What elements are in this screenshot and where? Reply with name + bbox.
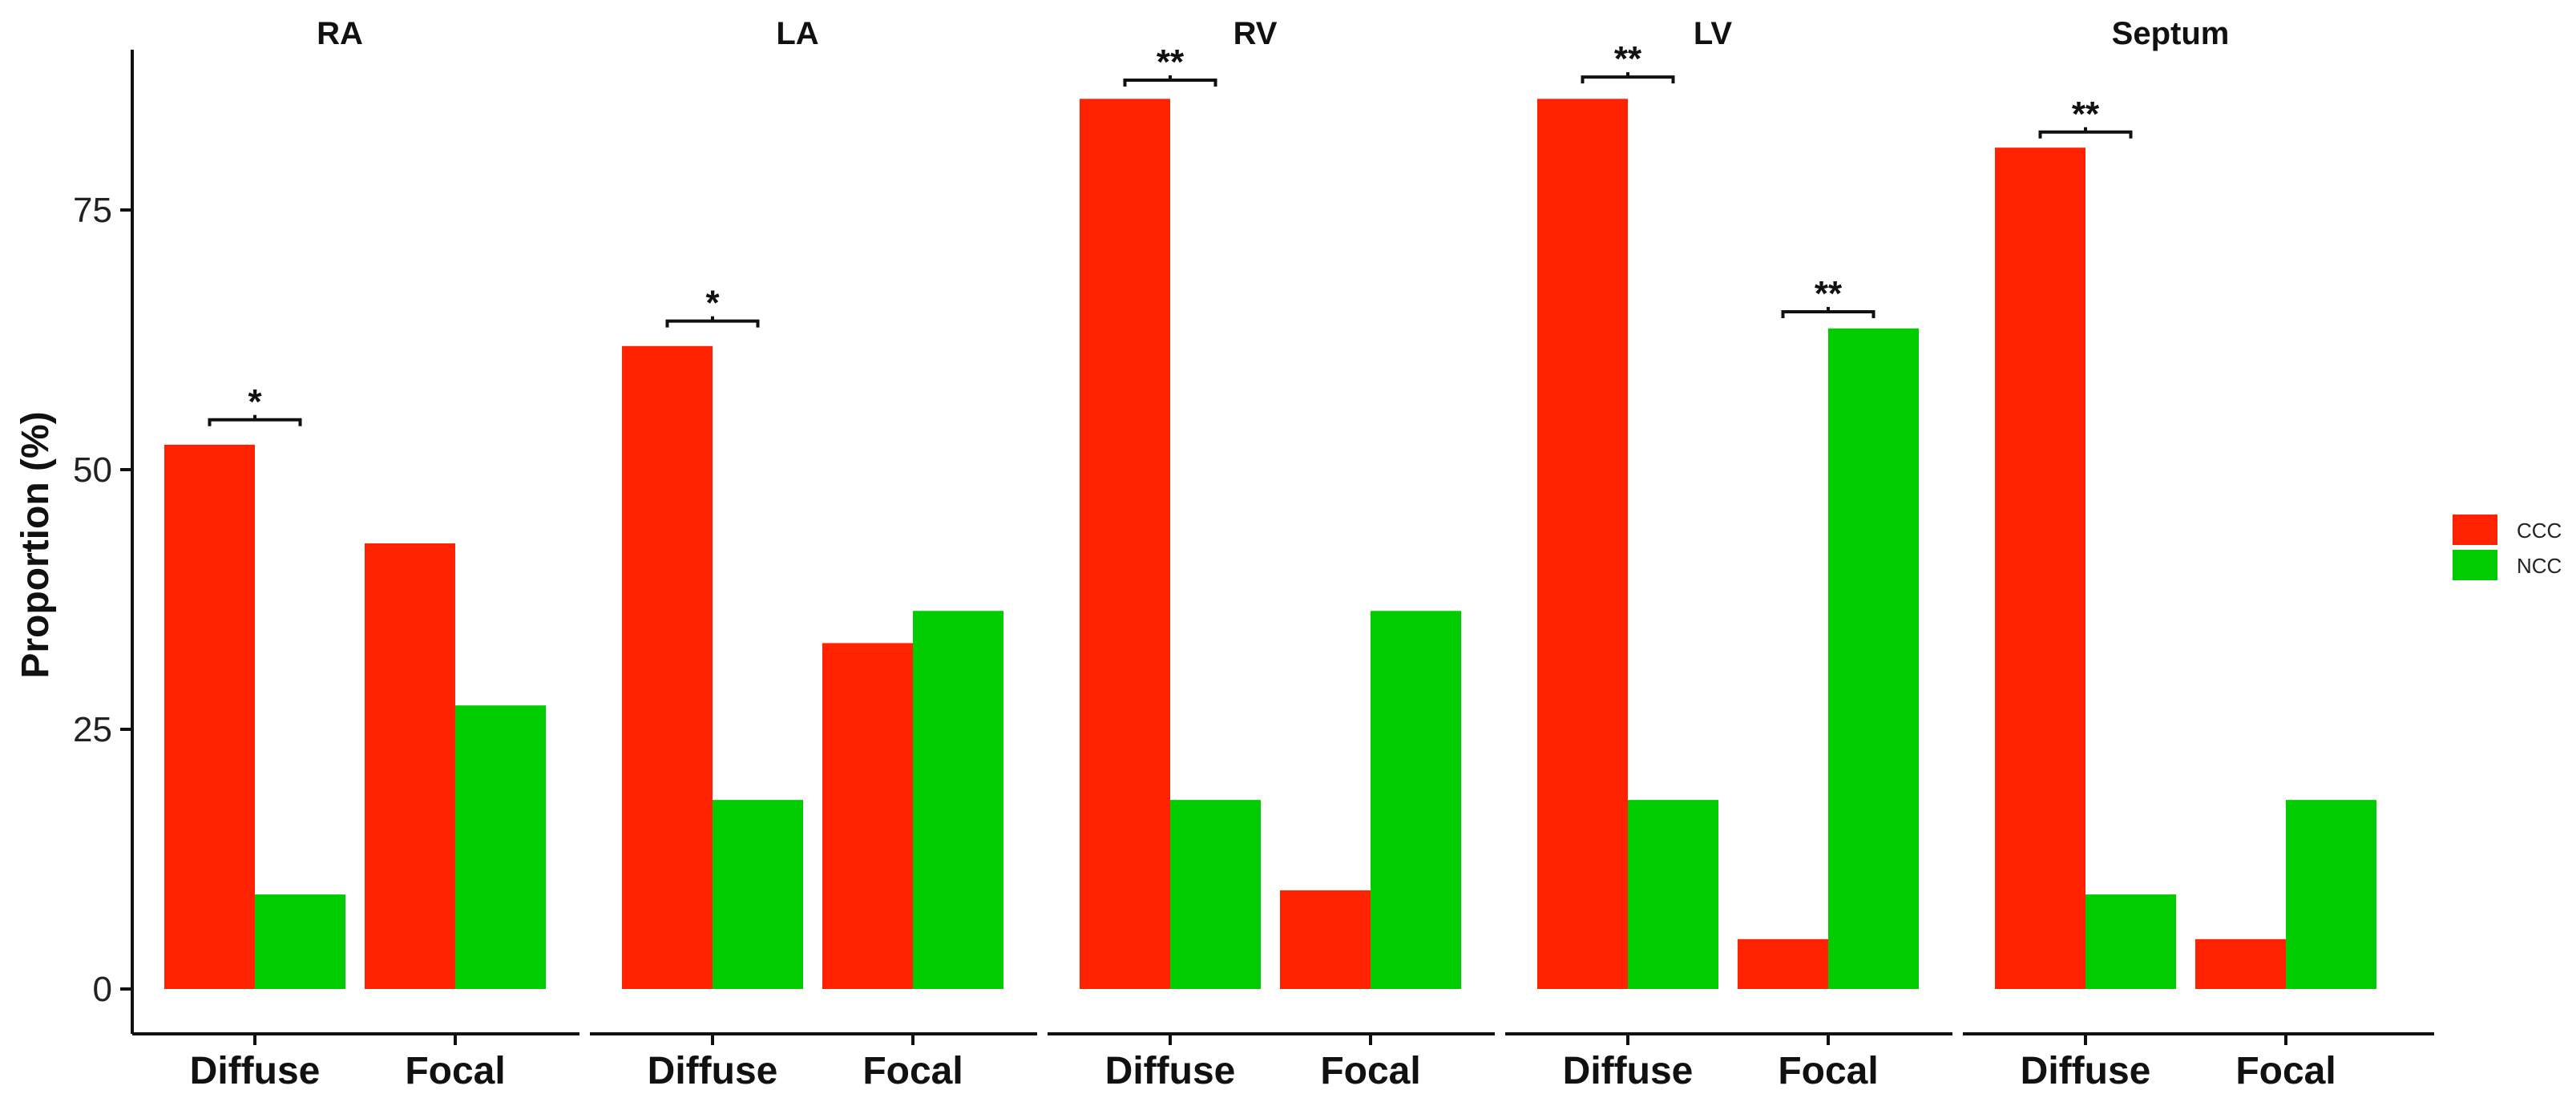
bar-la-diffuse-ncc [713, 800, 803, 989]
bar-septum-diffuse-ccc [1995, 147, 2085, 990]
bar-lv-diffuse-ccc [1537, 99, 1628, 989]
bar-lv-diffuse-ncc [1628, 800, 1718, 989]
x-tick-label: Focal [405, 1050, 505, 1092]
legend-swatch-ccc [2453, 515, 2497, 545]
significance-bracket [208, 414, 302, 426]
x-tick-label: Diffuse [648, 1050, 778, 1092]
y-tick-label: 0 [93, 970, 112, 1009]
panel-title: LV [1694, 16, 1732, 51]
significance-label: ** [2072, 95, 2100, 134]
bar-ra-focal-ccc [365, 543, 455, 989]
significance-bracket [665, 316, 760, 328]
x-tick-label: Diffuse [1563, 1050, 1694, 1092]
bar-lv-focal-ncc [1828, 328, 1919, 989]
x-tick-label: Focal [1320, 1050, 1420, 1092]
x-tick-label: Diffuse [1105, 1050, 1236, 1092]
bar-rv-diffuse-ncc [1170, 800, 1261, 989]
significance-bracket [2038, 127, 2133, 139]
panel-la: LA Diffuse Focal * [590, 16, 1037, 1092]
bar-rv-focal-ncc [1371, 611, 1461, 989]
x-tick-label: Focal [862, 1050, 963, 1092]
y-axis: 0 25 50 75 [73, 50, 134, 1034]
legend: CCC NCC [2453, 515, 2562, 580]
legend-label-ncc: NCC [2517, 554, 2562, 578]
significance-bracket [1781, 307, 1875, 319]
bar-lv-focal-ccc [1738, 938, 1828, 989]
panel-title: Septum [2112, 16, 2230, 51]
x-tick-label: Focal [1778, 1050, 1878, 1092]
bar-septum-focal-ncc [2286, 800, 2376, 989]
bar-la-focal-ncc [913, 611, 1003, 989]
panel-title: LA [776, 16, 818, 51]
y-tick-label: 75 [73, 191, 112, 230]
significance-label: * [248, 382, 262, 422]
panel-title: RV [1233, 16, 1278, 51]
x-tick-label: Diffuse [2021, 1050, 2151, 1092]
bar-la-focal-ccc [822, 643, 913, 989]
panel-ra: RA Diffuse Focal * [132, 16, 579, 1092]
bar-ra-diffuse-ccc [164, 444, 255, 989]
bar-ra-focal-ncc [455, 705, 546, 989]
significance-label: ** [1614, 39, 1642, 79]
significance-bracket [1123, 75, 1217, 87]
panel-rv: RV Diffuse Focal ** [1048, 16, 1495, 1092]
significance-bracket [1581, 72, 1675, 84]
bar-rv-diffuse-ccc [1080, 99, 1170, 989]
chart-panels: RA Diffuse Focal * LA Diffuse Focal * RV Diffuse F… [132, 16, 2434, 1092]
y-tick-label: 25 [73, 710, 112, 749]
y-tick-label: 50 [73, 450, 112, 490]
significance-label: * [705, 284, 720, 323]
significance-label: ** [1815, 274, 1843, 313]
legend-label-ccc: CCC [2517, 519, 2562, 543]
legend-swatch-ncc [2453, 550, 2497, 580]
bar-septum-focal-ccc [2195, 938, 2286, 989]
bar-ra-diffuse-ncc [255, 894, 345, 989]
y-axis-title: Proportion (%) [14, 411, 57, 678]
panel-lv: LV Diffuse Focal ** ** [1505, 16, 1952, 1092]
x-tick-label: Diffuse [190, 1050, 321, 1092]
bar-la-diffuse-ccc [622, 345, 713, 989]
bar-rv-focal-ccc [1280, 890, 1371, 989]
bar-septum-diffuse-ncc [2085, 894, 2176, 989]
significance-label: ** [1157, 42, 1185, 82]
panel-septum: Septum Diffuse Focal ** [1963, 16, 2434, 1092]
panel-title: RA [317, 16, 363, 51]
x-tick-label: Focal [2235, 1050, 2336, 1092]
